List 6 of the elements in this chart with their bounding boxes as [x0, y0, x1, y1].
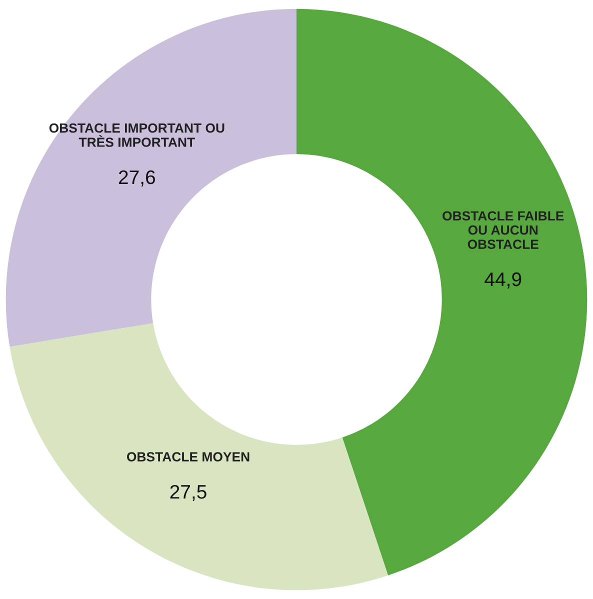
slice-label: OBSTACLE MOYEN: [126, 452, 250, 462]
data-label: 44,9: [484, 272, 522, 289]
data-label: 27,6: [118, 170, 155, 186]
slice-label: OBSTACLE FAIBLE OU AUCUN OBSTACLE: [442, 211, 564, 249]
data-label: 27,5: [170, 484, 206, 502]
slice-label: OBSTACLE IMPORTANT OU TRÈS IMPORTANT: [49, 123, 224, 147]
